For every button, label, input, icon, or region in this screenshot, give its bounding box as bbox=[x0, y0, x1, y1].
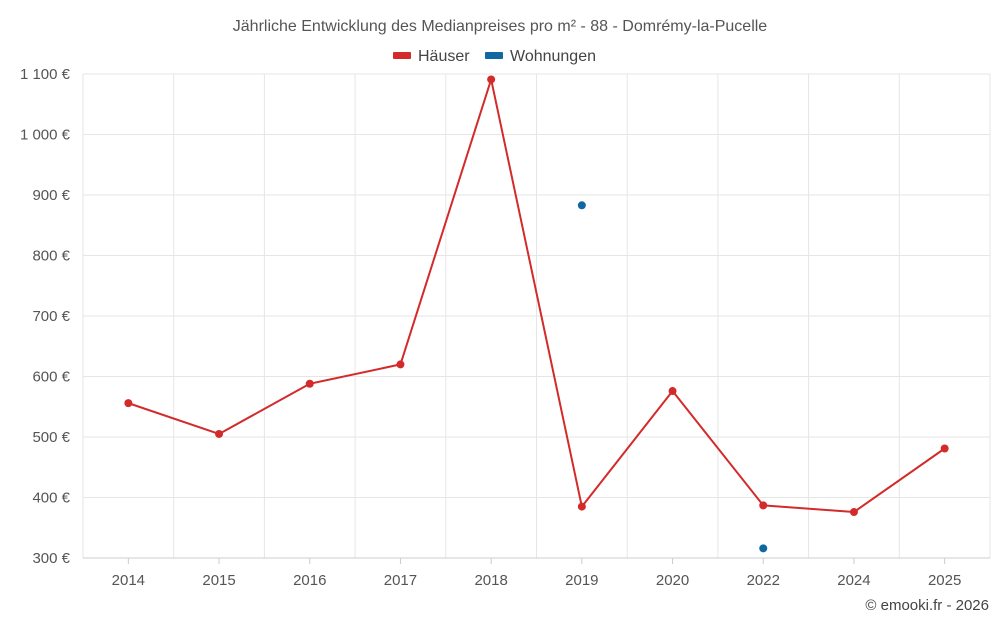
data-point-haeuser[interactable] bbox=[396, 360, 405, 369]
data-point-haeuser[interactable] bbox=[124, 399, 133, 408]
data-point-haeuser[interactable] bbox=[668, 387, 677, 396]
x-tick-label: 2018 bbox=[474, 572, 507, 589]
grid bbox=[82, 73, 991, 559]
data-point-haeuser[interactable] bbox=[577, 502, 586, 511]
data-point-haeuser[interactable] bbox=[305, 379, 314, 388]
y-tick-label: 600 € bbox=[32, 369, 70, 386]
series bbox=[124, 75, 949, 553]
data-point-wohnungen[interactable] bbox=[577, 201, 586, 210]
data-point-haeuser[interactable] bbox=[759, 501, 768, 510]
legend-label-haeuser: Häuser bbox=[418, 48, 470, 65]
series-line-0 bbox=[128, 78, 946, 514]
legend-swatch-wohnungen bbox=[485, 52, 503, 59]
chart-title: Jährliche Entwicklung des Medianpreises … bbox=[233, 18, 768, 35]
y-tick-label: 500 € bbox=[32, 429, 70, 446]
x-axis-ticks: 2014 2015 2016 2017 2018 2019 2020 2022 2024 2025 bbox=[112, 558, 961, 589]
x-tick-label: 2015 bbox=[202, 572, 235, 589]
x-tick-label: 2025 bbox=[928, 572, 961, 589]
y-tick-label: 300 € bbox=[32, 550, 70, 567]
x-tick-label: 2019 bbox=[565, 572, 598, 589]
x-tick-label: 2020 bbox=[656, 572, 689, 589]
y-axis-ticks: 1 100 € 1 000 € 900 € 800 € 700 € 600 € 500 € 4… bbox=[20, 66, 71, 567]
x-tick-label: 2017 bbox=[384, 572, 417, 589]
data-point-wohnungen[interactable] bbox=[759, 544, 768, 553]
data-point-haeuser[interactable] bbox=[215, 429, 224, 438]
x-tick-label: 2016 bbox=[293, 572, 326, 589]
x-tick-label: 2024 bbox=[837, 572, 870, 589]
legend: Häuser Wohnungen bbox=[393, 48, 596, 65]
chart-credit: © emooki.fr - 2026 bbox=[865, 597, 989, 614]
x-tick-label: 2022 bbox=[747, 572, 780, 589]
y-tick-label: 700 € bbox=[32, 308, 70, 325]
legend-swatch-haeuser bbox=[393, 52, 411, 59]
y-tick-label: 1 000 € bbox=[20, 127, 71, 144]
x-tick-label: 2014 bbox=[112, 572, 145, 589]
data-point-haeuser[interactable] bbox=[487, 75, 496, 84]
data-point-haeuser[interactable] bbox=[940, 444, 949, 453]
y-tick-label: 800 € bbox=[32, 248, 70, 265]
legend-label-wohnungen: Wohnungen bbox=[510, 48, 596, 65]
y-tick-label: 900 € bbox=[32, 187, 70, 204]
data-point-haeuser[interactable] bbox=[849, 508, 858, 517]
y-tick-label: 400 € bbox=[32, 490, 70, 507]
y-tick-label: 1 100 € bbox=[20, 66, 71, 83]
